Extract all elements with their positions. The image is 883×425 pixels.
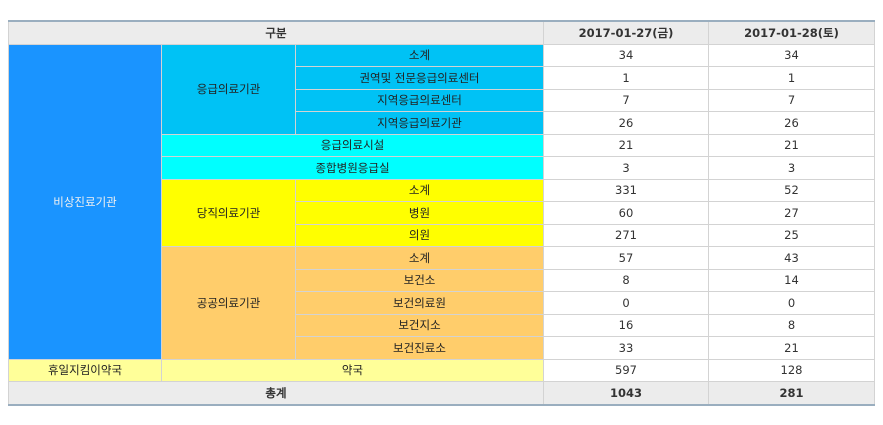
table-row: 응급의료시설 21 21 [9,133,875,157]
row-label: 응급의료시설 [161,133,544,157]
total-row: 총계 1043 281 [8,381,875,406]
group-emergency-medical: 응급의료기관 [161,43,296,135]
row-value-1: 57 [543,246,709,270]
row-label: 소계 [295,178,544,202]
row-value-1: 7 [543,88,709,112]
row-value-2: 52 [708,178,875,202]
table-row: 보건소 8 14 [9,268,875,292]
row-value-1: 16 [543,313,709,337]
total-label: 총계 [8,381,544,406]
row-label: 보건진료소 [295,336,544,360]
row-value-2: 1 [708,66,875,90]
row-value-2: 3 [708,156,875,180]
row-label: 지역응급의료기관 [295,111,544,135]
row-label: 보건소 [295,268,544,292]
row-value-1: 1 [543,66,709,90]
row-value-2: 43 [708,246,875,270]
row-label: 소계 [295,246,544,270]
row-value-2: 8 [708,313,875,337]
header-date-2: 2017-01-28(토) [708,20,875,45]
table-row: 종합병원응급실 3 3 [9,156,875,180]
row-value-2: 25 [708,223,875,247]
row-label: 권역및 전문응급의료센터 [295,66,544,90]
table-row: 휴일지킴이약국 약국 597 128 [8,358,875,382]
row-label: 병원 [295,201,544,225]
table-row: 당직의료기관 소계 331 52 [9,178,875,247]
row-value-2: 21 [708,336,875,360]
table-row: 비상진료기관 응급의료기관 소계 34 34 [8,43,875,360]
row-value-2: 14 [708,268,875,292]
row-value-1: 8 [543,268,709,292]
group-on-duty: 당직의료기관 [161,178,296,247]
table-row: 지역응급의료센터 7 7 [9,88,875,112]
row-value-1: 21 [543,133,709,157]
emergency-medical-stats-table: 구분 2017-01-27(금) 2017-01-28(토) 비상진료기관 응급… [8,20,875,406]
row-value-1: 271 [543,223,709,247]
row-label: 의원 [295,223,544,247]
header-date-1: 2017-01-27(금) [543,20,709,45]
row-label: 약국 [161,358,544,382]
total-value-1: 1043 [543,381,709,406]
row-value-2: 0 [708,291,875,315]
row-value-1: 331 [543,178,709,202]
table-row: 보건지소 16 8 [9,313,875,337]
row-value-1: 60 [543,201,709,225]
row-value-1: 0 [543,291,709,315]
group-holiday-pharmacy: 휴일지킴이약국 [8,358,162,382]
row-value-2: 34 [708,43,875,67]
table-row: 보건의료원 0 0 [9,291,875,315]
header-row: 구분 2017-01-27(금) 2017-01-28(토) [8,20,875,45]
row-value-1: 33 [543,336,709,360]
row-value-1: 34 [543,43,709,67]
row-value-1: 26 [543,111,709,135]
row-label: 종합병원응급실 [161,156,544,180]
table-row: 공공의료기관 소계 57 43 [9,246,875,360]
total-value-2: 281 [708,381,875,406]
table-row: 의원 271 25 [9,223,875,247]
row-label: 보건지소 [295,313,544,337]
row-value-2: 26 [708,111,875,135]
group-public: 공공의료기관 [161,246,296,360]
table-row: 병원 60 27 [9,201,875,225]
row-value-2: 21 [708,133,875,157]
header-category: 구분 [8,20,544,45]
row-label: 보건의료원 [295,291,544,315]
row-value-2: 128 [708,358,875,382]
table-row: 지역응급의료기관 26 26 [9,111,875,135]
row-label: 지역응급의료센터 [295,88,544,112]
group-emergency-institution: 비상진료기관 [8,43,162,360]
row-label: 소계 [295,43,544,67]
row-value-2: 27 [708,201,875,225]
row-value-2: 7 [708,88,875,112]
row-value-1: 597 [543,358,709,382]
row-value-1: 3 [543,156,709,180]
